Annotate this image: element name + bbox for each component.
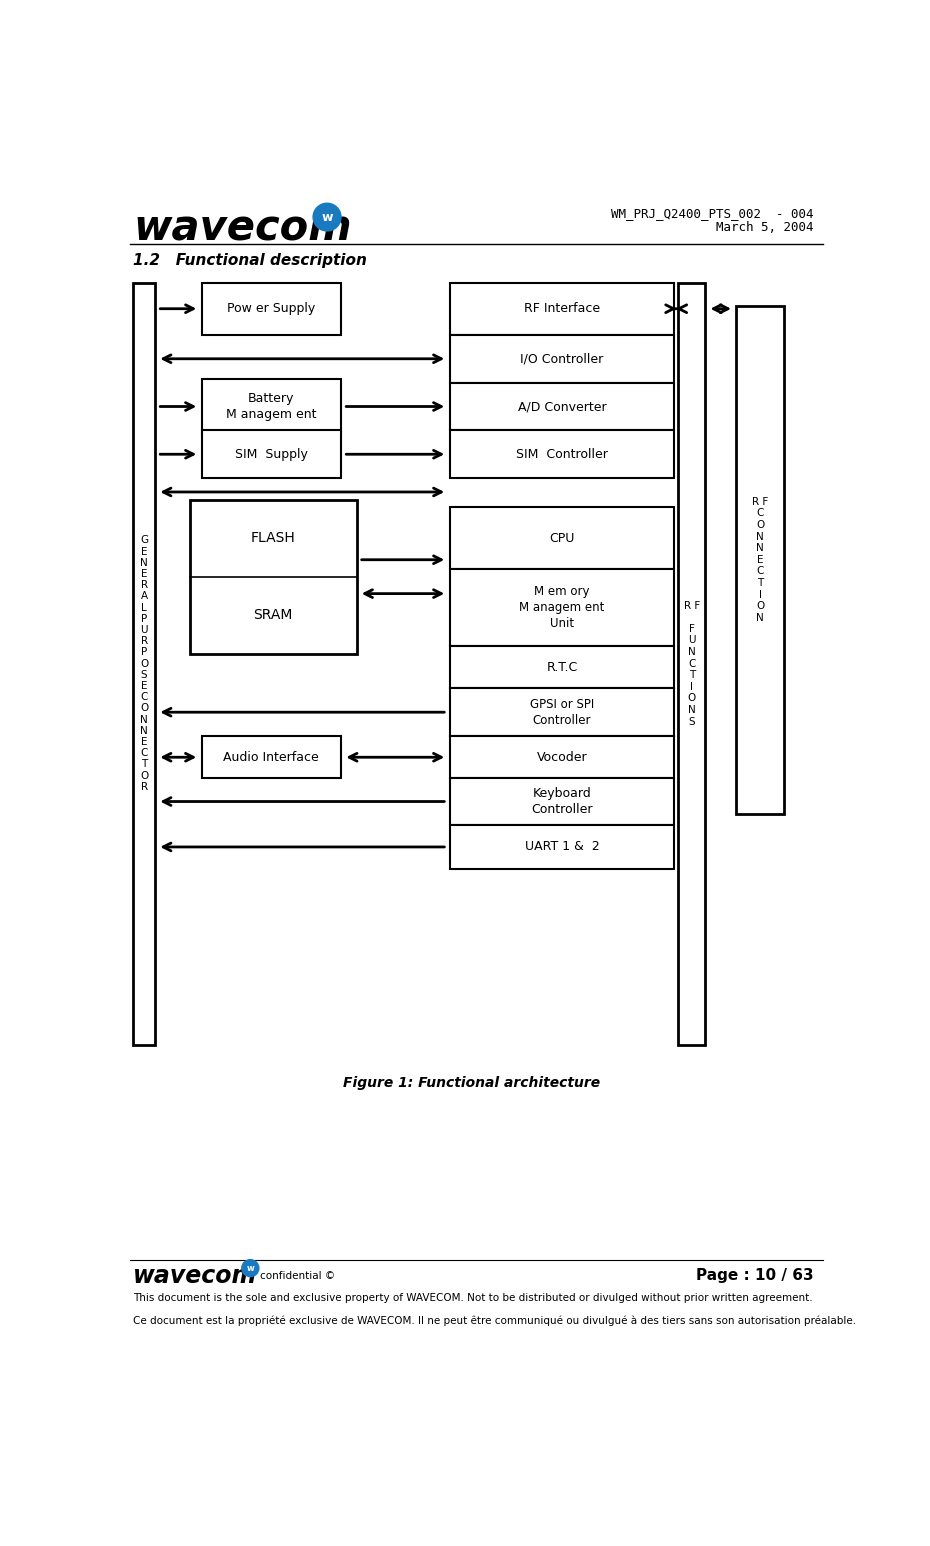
Bar: [449, 569, 674, 646]
Text: Vocoder: Vocoder: [537, 751, 587, 764]
Text: March 5, 2004: March 5, 2004: [716, 221, 814, 233]
Text: w: w: [246, 1263, 254, 1272]
Text: R F
C
O
N
N
E
C
T
I
O
N: R F C O N N E C T I O N: [752, 496, 768, 623]
Text: wavecom: wavecom: [133, 207, 352, 249]
Text: 1.2   Functional description: 1.2 Functional description: [133, 254, 367, 269]
Text: I/O Controller: I/O Controller: [520, 352, 604, 365]
Text: SIM  Supply: SIM Supply: [234, 448, 308, 461]
Text: w: w: [321, 210, 333, 224]
Bar: [449, 824, 674, 869]
Text: FLASH: FLASH: [251, 532, 296, 546]
Bar: [202, 430, 341, 478]
Bar: [678, 283, 705, 1045]
Bar: [449, 335, 674, 383]
Bar: [737, 306, 784, 813]
Bar: [449, 383, 674, 430]
Text: R.T.C: R.T.C: [546, 660, 578, 674]
Text: A/D Converter: A/D Converter: [518, 400, 606, 413]
Bar: [133, 283, 155, 1045]
Bar: [449, 507, 674, 569]
Text: UART 1 &  2: UART 1 & 2: [525, 841, 599, 853]
Text: WM_PRJ_Q2400_PTS_002  - 004: WM_PRJ_Q2400_PTS_002 - 004: [611, 207, 814, 220]
Text: GPSI or SPI
Controller: GPSI or SPI Controller: [530, 697, 594, 727]
Bar: [202, 283, 341, 335]
Text: G
E
N
E
R
A
L
P
U
R
P
O
S
E
C
O
N
N
E
C
T
O
R: G E N E R A L P U R P O S E C O N N E C …: [140, 535, 148, 792]
Text: Figure 1: Functional architecture: Figure 1: Functional architecture: [343, 1076, 600, 1090]
Bar: [449, 646, 674, 688]
Text: confidential ©: confidential ©: [260, 1271, 336, 1280]
Text: wavecom: wavecom: [133, 1263, 258, 1288]
Text: Ce document est la propriété exclusive de WAVECOM. Il ne peut être communiqué ou: Ce document est la propriété exclusive d…: [133, 1316, 857, 1326]
Text: Page : 10 / 63: Page : 10 / 63: [697, 1268, 814, 1283]
Bar: [449, 736, 674, 779]
Text: This document is the sole and exclusive property of WAVECOM. Not to be distribut: This document is the sole and exclusive …: [133, 1292, 813, 1303]
Text: Audio Interface: Audio Interface: [223, 751, 319, 764]
Text: SIM  Controller: SIM Controller: [516, 448, 608, 461]
Bar: [202, 379, 341, 434]
Bar: [449, 779, 674, 824]
Bar: [190, 499, 356, 654]
Bar: [449, 430, 674, 478]
Bar: [449, 688, 674, 736]
Circle shape: [313, 203, 341, 230]
Text: Battery
M anagem ent: Battery M anagem ent: [226, 393, 316, 421]
Circle shape: [242, 1260, 259, 1277]
Text: Keyboard
Controller: Keyboard Controller: [531, 787, 592, 816]
Text: RF Interface: RF Interface: [524, 301, 600, 315]
Text: R F

F
U
N
C
T
I
O
N
S: R F F U N C T I O N S: [684, 601, 699, 727]
Bar: [202, 736, 341, 779]
Text: SRAM: SRAM: [254, 608, 293, 621]
Text: M em ory
M anagem ent
Unit: M em ory M anagem ent Unit: [519, 584, 604, 629]
Bar: [449, 283, 674, 335]
Text: Pow er Supply: Pow er Supply: [227, 301, 315, 315]
Text: CPU: CPU: [550, 532, 575, 544]
